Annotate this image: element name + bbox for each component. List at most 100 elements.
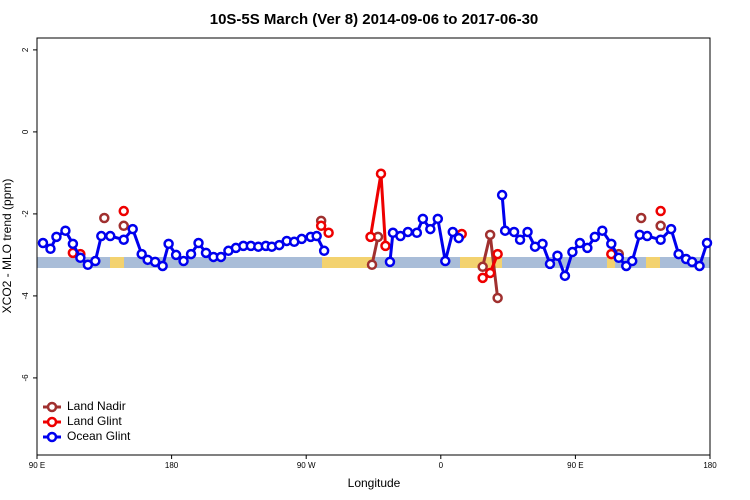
data-point <box>453 232 464 244</box>
data-point <box>559 270 571 282</box>
x-axis-label: Longitude <box>348 476 401 490</box>
data-point <box>514 234 526 245</box>
data-point <box>425 223 436 235</box>
data-point <box>567 246 578 258</box>
data-point <box>395 230 406 242</box>
data-point <box>537 238 548 250</box>
data-point <box>323 227 334 239</box>
data-point <box>274 239 285 251</box>
data-point <box>484 229 496 241</box>
legend-marker <box>46 431 58 443</box>
data-point <box>163 238 174 250</box>
data-point <box>673 248 684 260</box>
data-point <box>105 230 116 242</box>
data-point <box>99 212 110 224</box>
data-point <box>60 225 71 236</box>
data-point <box>665 223 677 235</box>
data-point <box>296 233 307 245</box>
land-patch <box>110 257 124 268</box>
y-tick-label: 2 <box>21 47 30 52</box>
x-tick-label: 180 <box>703 461 717 470</box>
data-point <box>51 231 62 243</box>
legend-marker <box>46 401 58 413</box>
data-point <box>589 231 601 243</box>
data-point <box>315 220 327 232</box>
data-point <box>484 267 496 279</box>
data-point <box>417 213 429 225</box>
data-point <box>582 242 593 254</box>
data-point <box>701 237 713 249</box>
data-point <box>90 255 101 267</box>
land-patch <box>322 257 372 268</box>
legend-label: Land Nadir <box>67 399 126 413</box>
x-tick-label: 90 E <box>567 461 583 470</box>
data-point <box>67 238 79 250</box>
y-axis-label: XCO2 - MLO trend (ppm) <box>0 179 14 314</box>
y-tick-label: 0 <box>21 129 30 134</box>
data-point <box>170 249 182 261</box>
legend-marker <box>46 416 58 428</box>
data-point <box>118 205 129 217</box>
data-point <box>193 237 204 249</box>
data-point <box>508 226 520 238</box>
data-point <box>157 260 168 272</box>
data-point <box>215 251 227 263</box>
data-point <box>127 223 138 235</box>
data-point <box>118 220 129 232</box>
data-point <box>178 255 189 267</box>
data-point <box>149 256 161 268</box>
data-point <box>626 255 638 267</box>
data-point <box>635 212 647 224</box>
data-point <box>477 272 488 284</box>
data-point <box>45 243 56 255</box>
data-point <box>432 213 444 225</box>
data-point <box>477 261 488 273</box>
data-point <box>492 248 503 260</box>
land-patch <box>646 257 660 268</box>
data-point <box>384 256 396 268</box>
x-tick-label: 180 <box>165 461 179 470</box>
data-point <box>380 240 391 252</box>
data-point <box>185 248 197 260</box>
y-tick-label: -2 <box>21 210 30 218</box>
data-point <box>655 205 666 217</box>
data-point <box>37 237 49 249</box>
data-point <box>641 230 653 242</box>
legend-label: Ocean Glint <box>67 429 131 443</box>
chart-title: 10S-5S March (Ver 8) 2014-09-06 to 2017-… <box>210 11 539 28</box>
data-point <box>655 234 666 245</box>
data-point <box>440 255 451 267</box>
data-point <box>655 220 666 232</box>
x-tick-label: 0 <box>439 461 444 470</box>
data-point <box>694 260 705 272</box>
data-point <box>496 189 508 201</box>
data-point <box>365 231 376 243</box>
data-point <box>447 226 459 238</box>
data-point <box>597 225 608 236</box>
data-point <box>75 252 86 264</box>
data-point <box>552 250 563 261</box>
data-point <box>318 245 330 257</box>
data-point <box>411 227 423 239</box>
data-point <box>311 230 322 242</box>
data-point <box>686 256 698 268</box>
data-point <box>402 226 414 238</box>
data-point <box>200 247 212 259</box>
y-tick-label: -4 <box>21 292 30 300</box>
y-tick-label: -6 <box>21 374 30 382</box>
data-point <box>613 252 625 264</box>
data-point <box>522 226 533 238</box>
x-tick-label: 90 E <box>29 461 45 470</box>
data-point <box>606 238 617 250</box>
legend-label: Land Glint <box>67 414 122 428</box>
x-tick-label: 90 W <box>297 461 316 470</box>
data-point <box>96 230 107 242</box>
data-point <box>492 292 503 304</box>
data-point <box>136 248 147 260</box>
data-point <box>544 258 556 270</box>
land-patch <box>607 257 615 268</box>
data-point <box>366 259 378 270</box>
data-point <box>375 168 387 179</box>
data-point <box>499 225 511 236</box>
